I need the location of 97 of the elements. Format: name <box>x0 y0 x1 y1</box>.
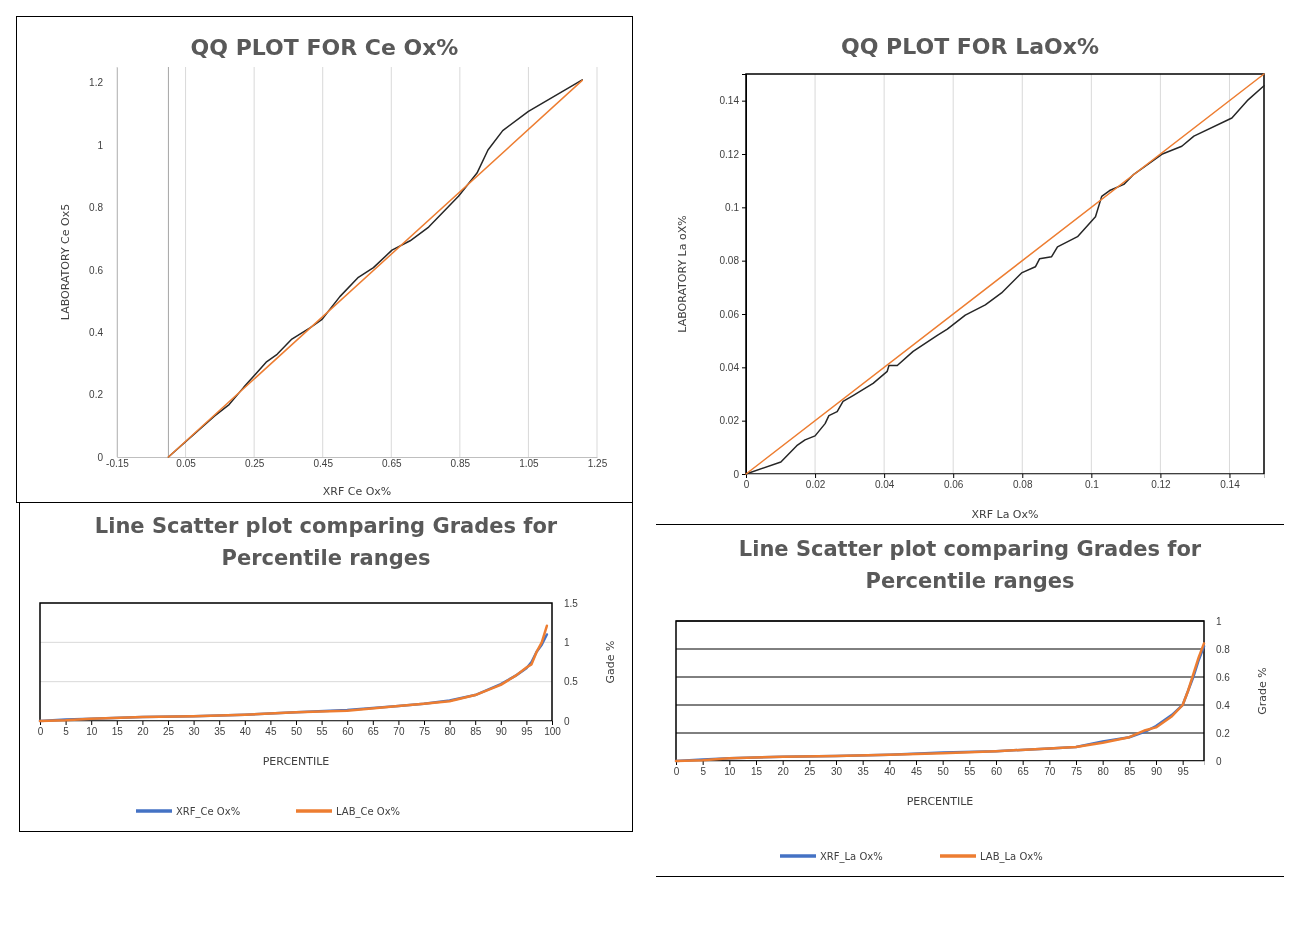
x-axis-title: XRF La Ox% <box>971 508 1039 521</box>
y-tick-label: 0.2 <box>89 389 104 401</box>
x-tick-label: 100 <box>544 726 562 738</box>
legend-label: LAB_La Ox% <box>980 851 1043 863</box>
y-tick-label: 0.14 <box>719 95 740 107</box>
y2-tick-label: 0 <box>1216 755 1222 767</box>
x-tick-label: 0.1 <box>1084 479 1100 491</box>
x-tick-label: 5 <box>63 726 70 738</box>
x-axis-title: PERCENTILE <box>262 755 330 768</box>
x-tick-label: 15 <box>750 766 763 778</box>
x-tick-label: 25 <box>162 726 175 738</box>
x-tick-label: 70 <box>393 726 405 738</box>
x-tick-label: 55 <box>964 766 976 778</box>
y-tick-label: 1 <box>97 139 104 151</box>
x-tick-label: 85 <box>1124 766 1136 778</box>
x-tick-label: -0.15 <box>106 458 130 470</box>
y2-tick-label: 0.2 <box>1216 727 1231 739</box>
x-tick-label: 30 <box>188 726 201 738</box>
x-tick-label: 50 <box>290 726 303 738</box>
y2-tick-label: 0 <box>564 715 570 727</box>
x-tick-label: 35 <box>214 726 226 738</box>
x-tick-label: 60 <box>990 766 1003 778</box>
x-tick-label: 45 <box>910 766 923 778</box>
x-tick-label: 70 <box>1044 766 1056 778</box>
x-tick-label: 50 <box>937 766 950 778</box>
y-tick-label: 0.8 <box>89 202 104 214</box>
x-tick-label: 15 <box>111 726 124 738</box>
x-tick-label: 75 <box>418 726 431 738</box>
chart-title: QQ PLOT FOR LaOx% <box>841 34 1099 59</box>
x-tick-label: 80 <box>1097 766 1110 778</box>
x-tick-label: 40 <box>884 766 896 778</box>
y2-axis-title: Grade % <box>1256 667 1269 715</box>
y2-tick-label: 0.6 <box>1216 671 1231 683</box>
y2-axis-title: Gade % <box>604 640 617 684</box>
x-axis-title: XRF Ce Ox% <box>322 485 392 498</box>
x-tick-label: 1.25 <box>587 458 608 470</box>
x-tick-label: 0.04 <box>874 479 895 491</box>
x-tick-label: 0 <box>743 479 750 491</box>
x-tick-label: 90 <box>495 726 508 738</box>
x-tick-label: 85 <box>470 726 482 738</box>
x-tick-label: 0.85 <box>450 458 471 470</box>
y-axis-title: LABORATORY La oX% <box>676 215 689 333</box>
x-tick-label: 90 <box>1150 766 1163 778</box>
y-tick-label: 1.2 <box>89 77 104 89</box>
x-tick-label: 25 <box>804 766 816 778</box>
y2-tick-label: 0.5 <box>564 676 579 688</box>
x-tick-label: 60 <box>342 726 354 738</box>
x-tick-label: 95 <box>1177 766 1190 778</box>
y-tick-label: 0.12 <box>719 148 740 160</box>
x-tick-label: 65 <box>1017 766 1030 778</box>
y2-tick-label: 1 <box>1216 615 1222 627</box>
x-tick-label: 30 <box>830 766 843 778</box>
x-tick-label: 5 <box>700 766 707 778</box>
x-tick-label: 0.14 <box>1220 479 1241 491</box>
x-tick-label: 55 <box>316 726 329 738</box>
x-tick-label: 20 <box>137 726 149 738</box>
y-tick-label: 0 <box>733 468 740 480</box>
chart-title: QQ PLOT FOR Ce Ox% <box>190 35 459 60</box>
x-tick-label: 0.25 <box>244 458 265 470</box>
y2-tick-label: 0.8 <box>1216 643 1231 655</box>
x-tick-label: 20 <box>777 766 790 778</box>
legend-label: XRF_La Ox% <box>820 851 883 863</box>
x-tick-label: 40 <box>239 726 252 738</box>
x-tick-label: 65 <box>367 726 380 738</box>
x-tick-label: 0 <box>37 726 44 738</box>
x-axis-title: PERCENTILE <box>906 795 974 808</box>
legend-label: XRF_Ce Ox% <box>176 806 241 818</box>
x-tick-label: 10 <box>724 766 736 778</box>
x-tick-label: 0.06 <box>943 479 964 491</box>
y2-tick-label: 1 <box>564 637 570 649</box>
x-tick-label: 0 <box>673 766 680 778</box>
x-tick-label: 95 <box>521 726 533 738</box>
y-tick-label: 0.1 <box>725 202 740 214</box>
y-tick-label: 0.04 <box>719 362 740 374</box>
y-tick-label: 0.06 <box>719 308 740 320</box>
x-tick-label: 0.12 <box>1151 479 1172 491</box>
y-tick-label: 0.4 <box>89 326 104 338</box>
x-tick-label: 0.45 <box>313 458 334 470</box>
chart-title: Line Scatter plot comparing Grades for Percentile ranges <box>738 537 1202 593</box>
x-tick-label: 75 <box>1070 766 1083 778</box>
legend-label: LAB_Ce Ox% <box>336 806 401 818</box>
y-tick-label: 0.6 <box>89 264 104 276</box>
x-tick-label: 35 <box>857 766 870 778</box>
x-tick-label: 1.05 <box>519 458 540 470</box>
x-tick-label: 80 <box>444 726 457 738</box>
y-tick-label: 0.02 <box>719 415 740 427</box>
x-tick-label: 0.05 <box>176 458 197 470</box>
y2-tick-label: 0.4 <box>1216 699 1231 711</box>
x-tick-label: 0.02 <box>805 479 826 491</box>
y-tick-label: 0.08 <box>719 255 740 267</box>
y-axis-title: LABORATORY Ce Ox5 <box>59 203 72 321</box>
x-tick-label: 0.08 <box>1013 479 1033 491</box>
chart-title: Line Scatter plot comparing Grades for Percentile ranges <box>94 514 558 570</box>
x-tick-label: 0.65 <box>382 458 402 470</box>
x-tick-label: 45 <box>265 726 277 738</box>
y2-tick-label: 1.5 <box>564 597 579 609</box>
x-tick-label: 10 <box>86 726 98 738</box>
